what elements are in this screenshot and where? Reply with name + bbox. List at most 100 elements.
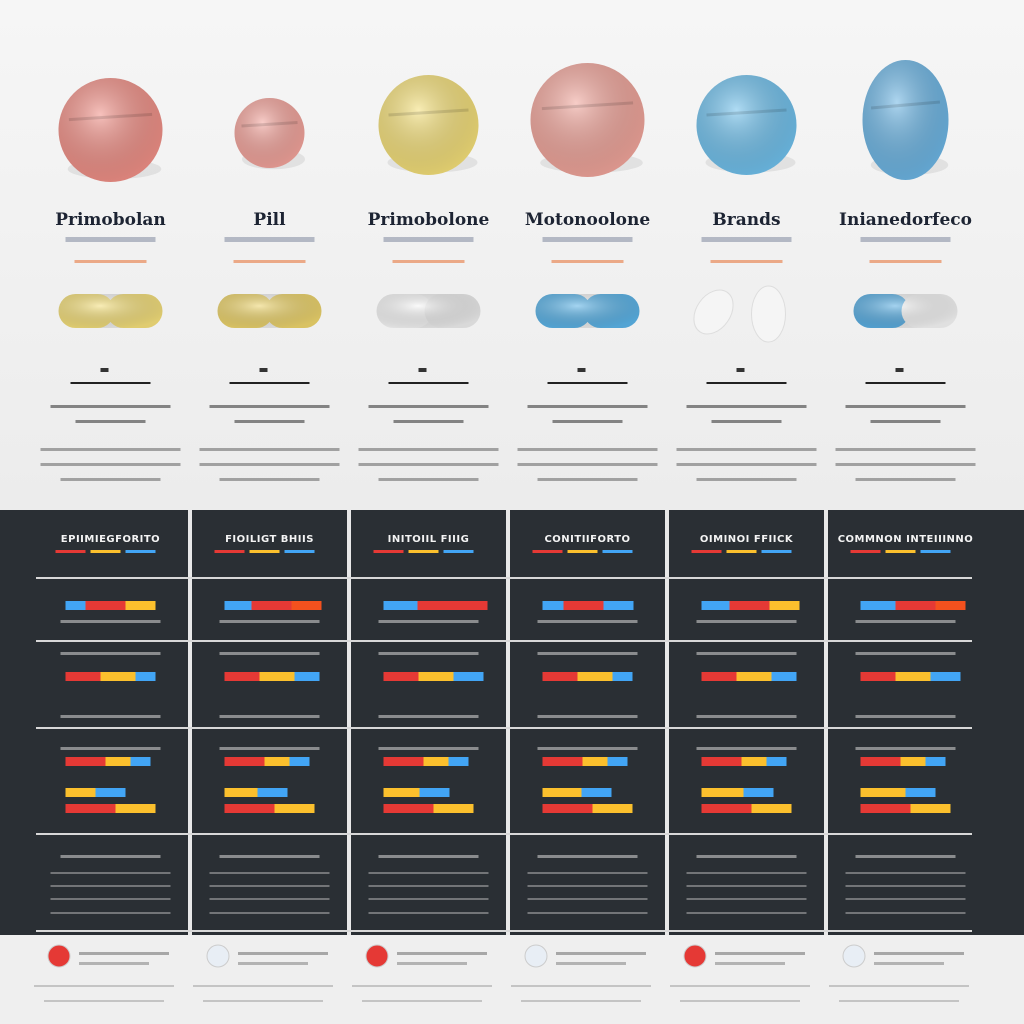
panel-bar	[224, 601, 252, 610]
panel-bar	[251, 601, 292, 610]
panel-text	[209, 885, 330, 887]
pill-shade	[862, 60, 949, 180]
panel-text	[50, 912, 171, 914]
text-placeholder	[79, 962, 149, 965]
panel-text	[368, 912, 489, 914]
icon	[524, 944, 548, 968]
panel-text	[60, 747, 161, 750]
panel-bar	[751, 804, 792, 813]
panel-bar	[905, 788, 936, 797]
panel-text	[527, 912, 648, 914]
panel-text	[527, 885, 648, 887]
text-placeholder	[835, 463, 976, 466]
header-bar	[567, 550, 598, 553]
text-placeholder	[418, 368, 427, 372]
panel-text	[378, 652, 479, 655]
text-placeholder	[392, 260, 465, 263]
panel-text	[686, 872, 807, 874]
panel-bar	[135, 672, 156, 681]
text-placeholder	[362, 1000, 482, 1002]
panel-text	[219, 747, 320, 750]
panel-bar	[935, 601, 966, 610]
panel-bar	[383, 788, 420, 797]
panel-gap	[665, 510, 669, 935]
panel-bar	[563, 601, 604, 610]
panel-text	[855, 747, 956, 750]
panel-bar	[65, 757, 106, 766]
divider	[706, 382, 787, 384]
pill-name: Inianedorfeco	[839, 210, 972, 230]
panel-bar	[860, 601, 896, 610]
panel-bar	[701, 788, 744, 797]
pill-shade	[696, 75, 797, 175]
text-placeholder	[715, 962, 785, 965]
text-placeholder	[40, 448, 181, 451]
text-placeholder	[74, 260, 147, 263]
text-placeholder	[715, 952, 805, 955]
text-placeholder	[238, 952, 328, 955]
panel-bar	[542, 757, 583, 766]
panel-bar	[701, 757, 742, 766]
text-placeholder	[378, 478, 479, 481]
panel-bar	[291, 601, 322, 610]
panel-text	[209, 912, 330, 914]
panel-bar	[383, 601, 418, 610]
divider	[388, 382, 469, 384]
text-placeholder	[60, 478, 161, 481]
header-bar	[443, 550, 474, 553]
header-bar	[214, 550, 245, 553]
panel-text	[219, 855, 320, 858]
panel-header: FIOILIGT BHIIS	[225, 534, 314, 545]
pill-name: Brands	[712, 210, 780, 230]
panel-text	[537, 715, 638, 718]
panel-text	[855, 855, 956, 858]
panel-header: OIMINOI FFIICK	[700, 534, 794, 545]
panel-bar	[701, 804, 752, 813]
pill-score	[541, 101, 634, 111]
panel-bar	[130, 757, 151, 766]
pill-score	[388, 108, 469, 117]
panel-text	[368, 885, 489, 887]
capsule-shade	[58, 294, 163, 328]
panel-text	[219, 620, 320, 623]
capsule-shade	[535, 294, 640, 328]
panel-bar	[423, 757, 449, 766]
panel-bar	[542, 672, 578, 681]
text-placeholder	[517, 448, 658, 451]
header-bar	[249, 550, 280, 553]
panel-text	[537, 620, 638, 623]
panel-separator	[36, 833, 972, 835]
panel-bar	[257, 788, 288, 797]
panel-bar	[224, 757, 265, 766]
panel-bar	[383, 757, 424, 766]
header-bar	[373, 550, 404, 553]
panel-text	[368, 898, 489, 900]
panel-bar	[577, 672, 613, 681]
panel-text	[696, 620, 797, 623]
panel-bar	[895, 601, 936, 610]
panel-bar	[65, 804, 116, 813]
panel-text	[696, 855, 797, 858]
text-placeholder	[199, 448, 340, 451]
panel-text	[60, 715, 161, 718]
text-placeholder	[79, 952, 169, 955]
panel-header: EPIIMIEGFORITO	[61, 534, 160, 545]
header-bar	[125, 550, 156, 553]
panel-bar	[771, 672, 797, 681]
panel-text	[50, 885, 171, 887]
text-placeholder	[874, 952, 964, 955]
panel-text	[845, 872, 966, 874]
panel-header: COMMNON INTEIIINNO	[838, 534, 974, 545]
header-bar	[408, 550, 439, 553]
text-placeholder	[874, 962, 944, 965]
panel-text	[686, 912, 807, 914]
text-placeholder	[829, 985, 969, 987]
icon	[47, 944, 71, 968]
panel-text	[209, 872, 330, 874]
panel-bar	[925, 757, 946, 766]
text-placeholder	[100, 368, 109, 372]
bottom-area	[0, 935, 1024, 1024]
icon	[365, 944, 389, 968]
panel-bar	[100, 672, 136, 681]
text-placeholder	[352, 985, 492, 987]
